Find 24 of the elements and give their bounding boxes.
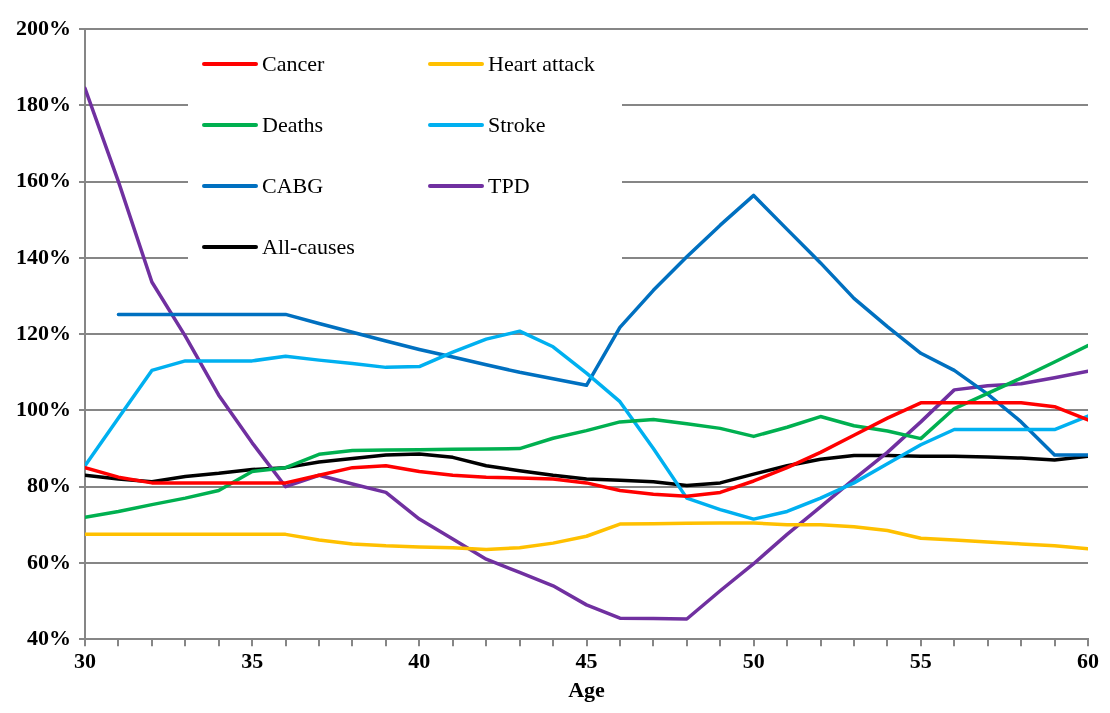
x-tick-label: 35 — [241, 648, 264, 674]
x-tick-label: 60 — [1077, 648, 1099, 674]
legend-label: Deaths — [262, 111, 324, 138]
y-tick-label: 100% — [16, 396, 71, 422]
y-tick-label: 40% — [27, 624, 71, 650]
y-tick-label: 180% — [16, 91, 71, 117]
y-tick-label: 60% — [27, 548, 71, 574]
y-tick-label: 160% — [16, 167, 71, 193]
y-tick-label: 140% — [16, 243, 71, 269]
legend-label: Cancer — [262, 50, 325, 77]
legend-label: CABG — [262, 172, 324, 199]
legend-label: Stroke — [488, 111, 546, 138]
x-tick-label: 40 — [408, 648, 431, 674]
y-tick-label: 80% — [27, 472, 71, 498]
y-tick-label: 200% — [16, 14, 71, 40]
x-tick-label: 50 — [742, 648, 765, 674]
x-tick-label: 55 — [909, 648, 932, 674]
x-axis-title: Age — [568, 677, 606, 703]
x-tick-label: 45 — [575, 648, 598, 674]
legend-label: All-causes — [262, 233, 355, 260]
y-tick-label: 120% — [16, 319, 71, 345]
legend-label: TPD — [488, 172, 530, 199]
legend-label: Heart attack — [488, 50, 595, 77]
x-tick-label: 30 — [74, 648, 96, 674]
